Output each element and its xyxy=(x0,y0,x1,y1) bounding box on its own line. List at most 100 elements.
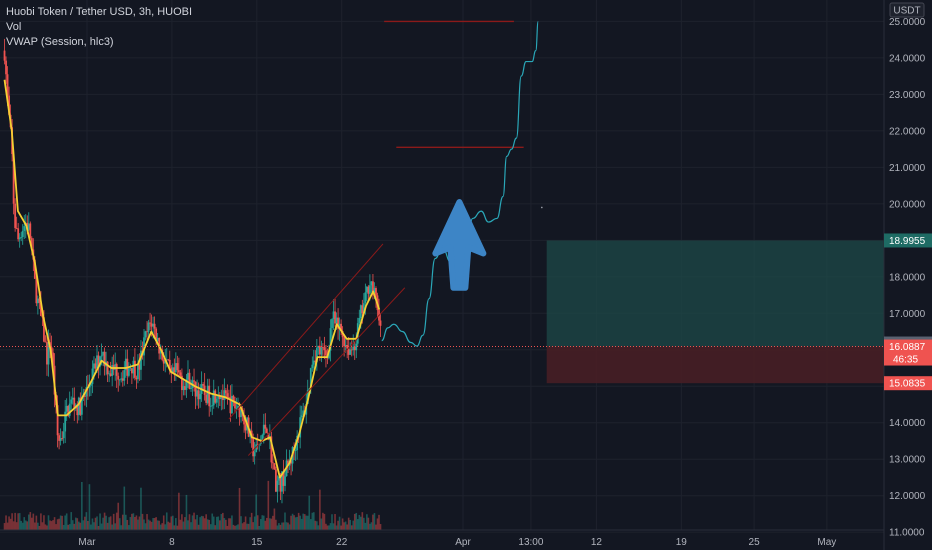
volume-bar xyxy=(115,512,118,530)
volume-bar xyxy=(317,525,320,530)
candle-body xyxy=(79,397,82,415)
candle-body xyxy=(33,259,36,279)
volume-bar xyxy=(71,520,74,530)
candle-body xyxy=(238,405,241,418)
candle-body xyxy=(94,363,97,369)
volume-bar xyxy=(194,519,197,530)
price-tag-label: 18.9955 xyxy=(889,236,926,247)
volume-indicator-label[interactable]: Vol xyxy=(6,21,22,33)
volume-bar xyxy=(61,515,63,530)
volume-bar xyxy=(29,512,32,530)
volume-bar xyxy=(52,520,54,530)
candle-body xyxy=(271,462,274,464)
candle-body xyxy=(253,452,256,457)
volume-bar xyxy=(173,525,176,530)
candle-body xyxy=(58,435,61,441)
candle-body xyxy=(205,394,208,403)
volume-bar xyxy=(244,516,247,530)
volume-bar xyxy=(125,514,127,530)
volume-bar xyxy=(26,521,29,530)
candle-body xyxy=(281,471,283,492)
volume-bar xyxy=(343,522,345,530)
volume-bar xyxy=(172,515,174,530)
candle-body xyxy=(275,469,277,492)
volume-bar xyxy=(147,519,150,530)
volume-bar xyxy=(308,495,311,530)
drawings[interactable] xyxy=(0,20,884,456)
volume-bar xyxy=(88,484,91,530)
candle-body xyxy=(129,368,132,369)
candle-body xyxy=(367,286,370,294)
volume-bar xyxy=(121,514,124,530)
volume-bar xyxy=(49,520,51,530)
volume-bar xyxy=(106,522,109,530)
candle-body xyxy=(199,394,202,400)
volume-bar xyxy=(367,517,370,530)
candle-body xyxy=(375,288,377,296)
time-tick-label: 12 xyxy=(591,537,603,548)
candle-body xyxy=(335,317,338,324)
volume-bar xyxy=(275,519,277,530)
volume-bar xyxy=(6,522,9,530)
candle-body xyxy=(279,476,282,492)
candle-body xyxy=(130,368,133,374)
volume-bar xyxy=(79,522,82,530)
volume-bar xyxy=(214,525,217,530)
symbol-title[interactable]: Huobi Token / Tether USD, 3h, HUOBI xyxy=(6,6,193,18)
candle-body xyxy=(217,395,220,399)
candle-body xyxy=(338,323,341,329)
volume-bar xyxy=(100,523,103,530)
candle-body xyxy=(115,364,118,376)
candle-body xyxy=(373,288,376,293)
candle-body xyxy=(331,319,333,329)
candle-body xyxy=(109,373,112,376)
volume-bar xyxy=(120,525,123,530)
volume-bar xyxy=(353,513,356,530)
volume-bar xyxy=(200,515,203,530)
candle-body xyxy=(184,386,186,390)
time-axis[interactable]: Mar 8 15 22 Apr 13:00 12 19 25 May xyxy=(0,529,884,548)
candle-body xyxy=(261,434,264,441)
volume-bar xyxy=(276,525,279,530)
volume-bar xyxy=(361,512,364,530)
candle-body xyxy=(132,360,135,374)
candle-body xyxy=(211,405,214,407)
volume-bar xyxy=(350,525,353,530)
volume-bar xyxy=(17,513,19,530)
candle-body xyxy=(273,463,276,470)
candle-body xyxy=(329,328,332,351)
volume-bar xyxy=(55,524,57,530)
volume-bar xyxy=(352,520,355,530)
price-axis[interactable]: 11.000012.000013.000014.000015.000016.00… xyxy=(883,0,932,550)
price-tick-label: 12.0000 xyxy=(889,491,926,502)
time-tick-label: 13:00 xyxy=(518,537,543,548)
candle-body xyxy=(185,379,188,390)
candle-body xyxy=(38,298,41,303)
countdown-label: 46:35 xyxy=(893,355,918,366)
volume-bar xyxy=(282,522,285,530)
volume-bar xyxy=(191,515,194,530)
volume-bar xyxy=(241,523,244,530)
volume-bar xyxy=(369,523,371,530)
volume-bar xyxy=(238,487,241,530)
volume-bar xyxy=(220,514,223,530)
candle-body xyxy=(325,350,327,356)
vwap-indicator-label[interactable]: VWAP (Session, hlc3) xyxy=(6,36,114,48)
price-tag xyxy=(884,339,932,366)
volume-bar xyxy=(306,515,309,530)
candle-body xyxy=(237,405,239,409)
volume-bar xyxy=(9,518,12,530)
volume-bar xyxy=(167,521,170,530)
volume-bar xyxy=(41,522,44,530)
candle-body xyxy=(65,405,68,412)
candle-body xyxy=(138,364,141,370)
candle-body xyxy=(152,323,155,327)
candle-body xyxy=(18,237,21,240)
vwap-series xyxy=(3,79,381,479)
candle-body xyxy=(146,331,148,333)
volume-bar xyxy=(288,524,291,530)
volume-bar xyxy=(181,514,183,530)
volume-bar xyxy=(378,514,380,530)
volume-bar xyxy=(294,517,297,530)
